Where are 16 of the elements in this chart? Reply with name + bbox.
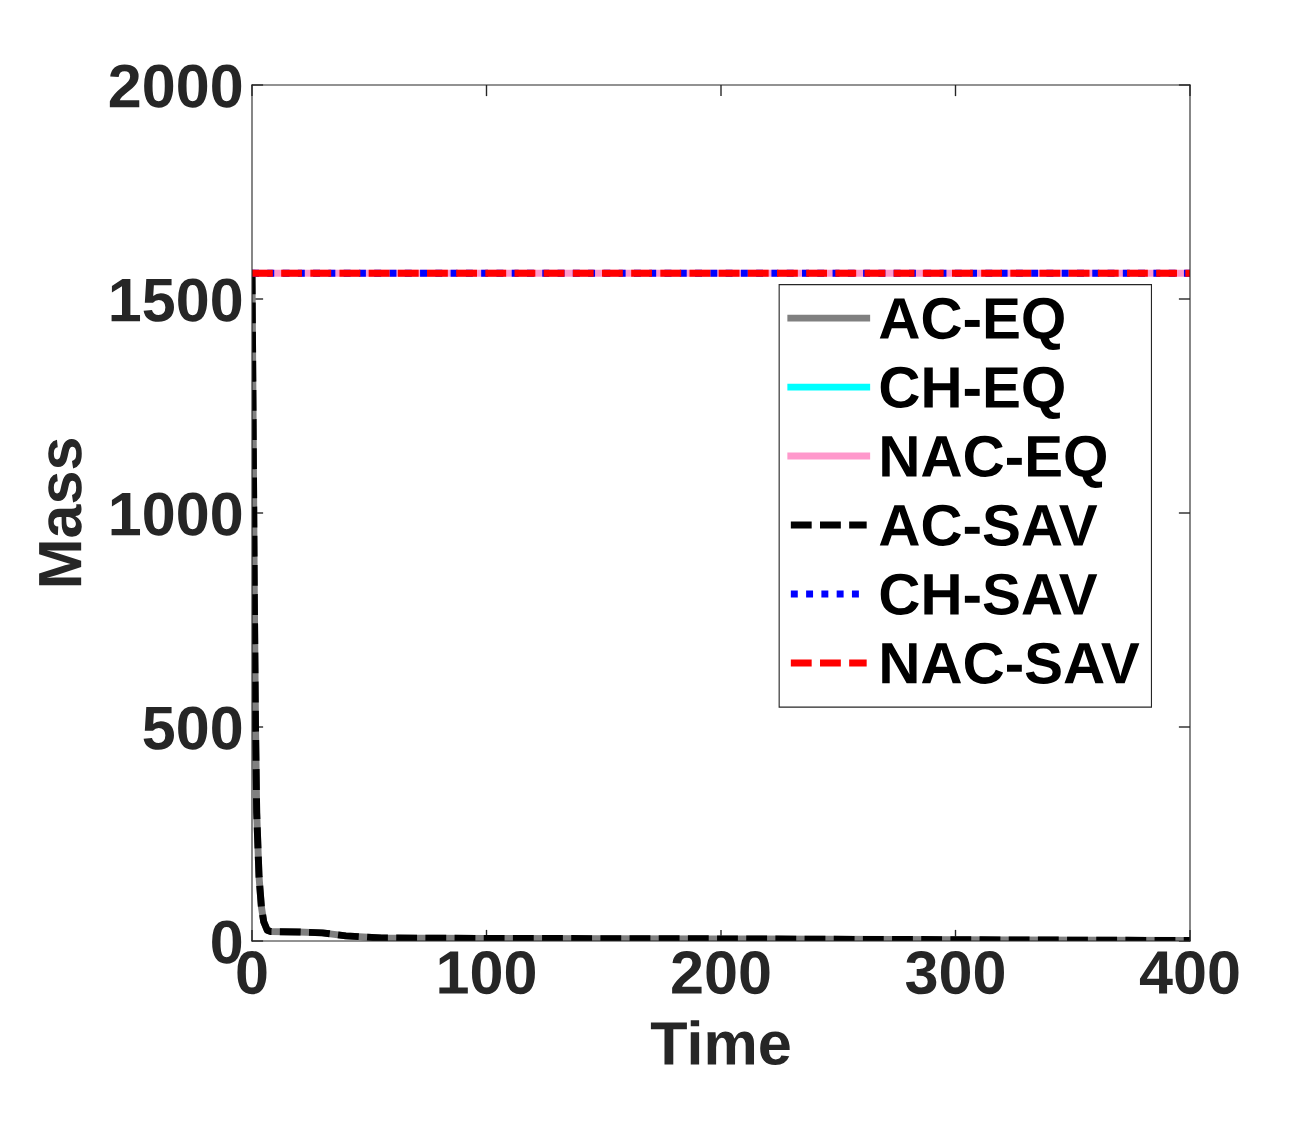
legend-label: CH-SAV [880,573,1098,615]
y-tick-label: 1500 [111,278,242,322]
x-axis-title: Time [650,1020,790,1066]
y-tick-label: 2000 [109,64,242,108]
y-tick-label: 500 [143,706,242,750]
legend-label: CH-EQ [880,366,1064,419]
x-tick-label: 400 [1139,950,1239,995]
legend-label: AC-EQ [879,297,1064,351]
legend-label: NAC-EQ [882,435,1106,488]
x-tick-label: 200 [672,950,770,995]
legend-label: AC-SAV [879,504,1098,547]
y-tick-label: 1000 [111,492,242,536]
x-tick-label: 100 [439,950,535,995]
x-tick-label: 300 [905,950,1004,995]
y-axis-title: Mass [39,439,82,586]
legend-label: NAC-SAV [882,642,1140,684]
